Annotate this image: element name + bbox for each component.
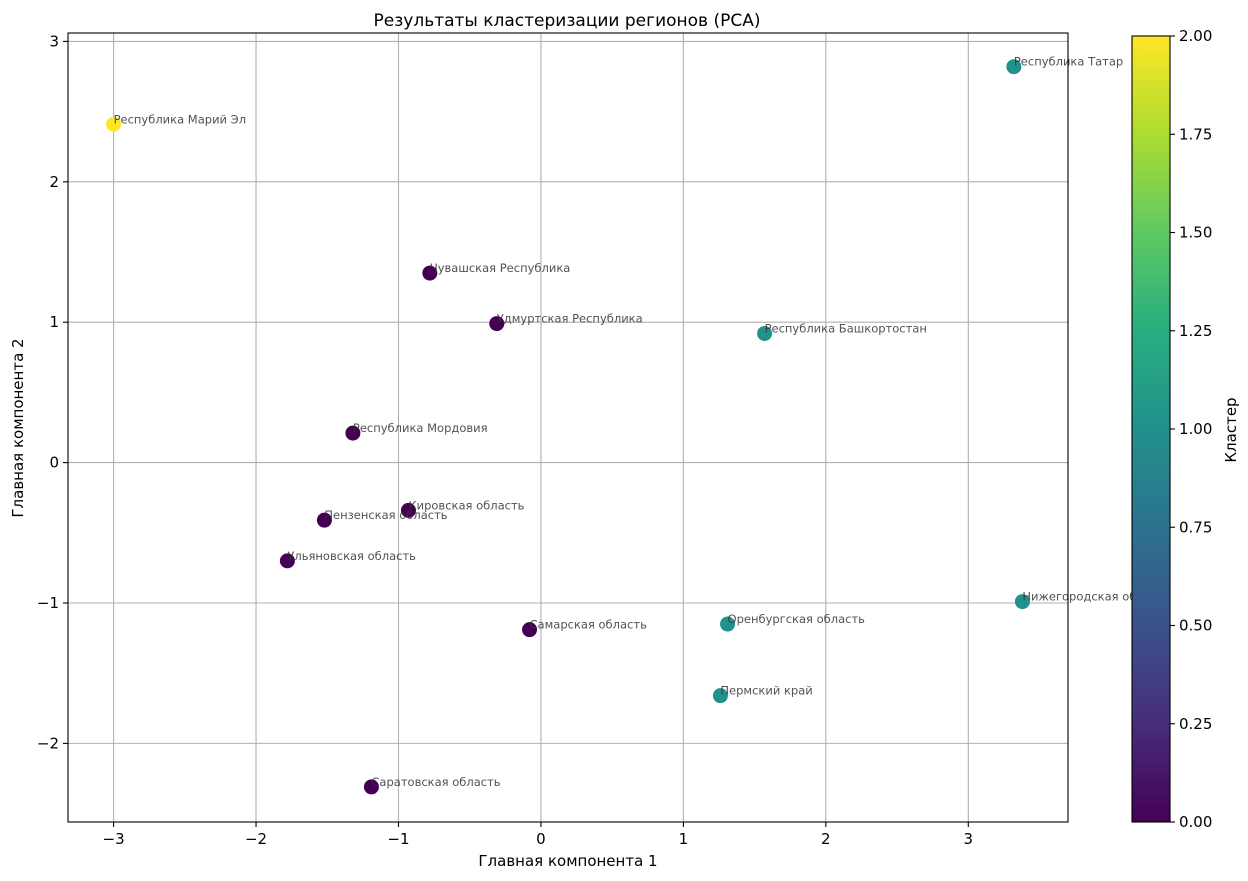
y-tick-label: 0 — [49, 454, 59, 472]
x-axis-ticks: −3 −2 −1 0 1 2 3 — [103, 822, 974, 848]
scatter-point — [1014, 594, 1030, 610]
scatter-point — [279, 553, 295, 569]
y-axis-title: Главная компонента 2 — [9, 338, 27, 517]
colorbar-tick-label: 1.25 — [1179, 322, 1212, 340]
colorbar-tick-label: 1.00 — [1179, 420, 1212, 438]
point-label: Пермский край — [720, 684, 812, 698]
x-tick-label: −2 — [245, 830, 267, 848]
colorbar-tick-label: 1.75 — [1179, 125, 1212, 143]
y-axis-ticks: −2 −1 0 1 2 3 — [37, 32, 68, 752]
point-label: Саратовская область — [371, 775, 500, 789]
point-label: Республика Башкортостан — [765, 321, 927, 335]
point-label: Ульяновская область — [287, 549, 416, 563]
point-label: Республика Марий Эл — [114, 112, 246, 126]
scatter-point — [345, 425, 361, 441]
point-label: Оренбургская область — [728, 612, 866, 626]
point-label: Чувашская Республика — [430, 261, 571, 275]
colorbar-tick-label: 0.00 — [1179, 813, 1212, 831]
colorbar-tick-label: 0.50 — [1179, 617, 1212, 635]
scatter-point — [522, 622, 538, 638]
point-label: Республика Мордовия — [353, 421, 488, 435]
colorbar-tick-label: 1.50 — [1179, 224, 1212, 242]
point-label: Пензенская область — [324, 508, 447, 522]
x-tick-label: 1 — [679, 830, 689, 848]
scatter-point — [316, 512, 332, 528]
chart-title: Результаты кластеризации регионов (PCA) — [374, 11, 761, 31]
scatter-point — [757, 325, 773, 341]
scatter-point — [400, 502, 416, 518]
x-axis-title: Главная компонента 1 — [478, 852, 657, 870]
colorbar-ticks: 0.00 0.25 0.50 0.75 1.00 1.25 1.50 1.75 2.00 — [1170, 27, 1212, 831]
y-tick-label: 1 — [49, 313, 59, 331]
colorbar-tick-label: 0.75 — [1179, 518, 1212, 536]
point-label: Кировская область — [408, 498, 524, 512]
scatter-point — [363, 779, 379, 795]
colorbar — [1132, 36, 1170, 822]
plot-frame — [67, 32, 1069, 823]
y-tick-label: −1 — [37, 594, 59, 612]
scatter-point — [106, 116, 122, 132]
x-tick-label: −3 — [103, 830, 125, 848]
colorbar-tick-label: 2.00 — [1179, 27, 1212, 45]
y-tick-label: −2 — [37, 734, 59, 752]
y-tick-label: 3 — [49, 32, 59, 50]
y-tick-label: 2 — [49, 173, 59, 191]
x-tick-label: −1 — [387, 830, 409, 848]
point-label: Удмуртская Республика — [497, 312, 643, 326]
x-tick-label: 0 — [536, 830, 546, 848]
point-label: Самарская область — [530, 618, 648, 632]
scatter-point — [489, 316, 505, 332]
scatter-point — [1006, 59, 1022, 75]
colorbar-title: Кластер — [1222, 397, 1240, 462]
scatter-point — [422, 265, 438, 281]
x-tick-label: 3 — [964, 830, 974, 848]
x-tick-label: 2 — [821, 830, 831, 848]
scatter-points — [106, 59, 1030, 795]
grid — [68, 33, 1068, 822]
colorbar-tick-label: 0.25 — [1179, 715, 1212, 733]
scatter-point — [712, 688, 728, 704]
scatter-point — [720, 616, 736, 632]
